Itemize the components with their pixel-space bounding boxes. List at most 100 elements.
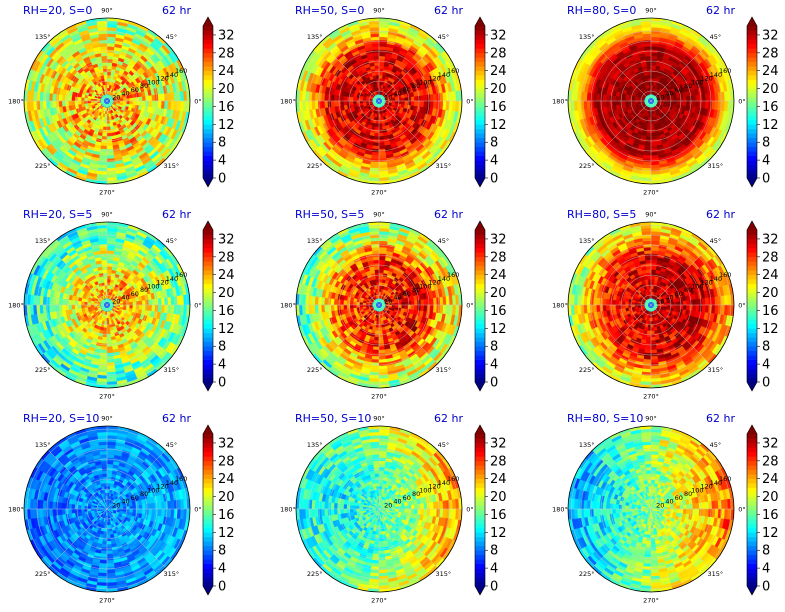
colorbar-segment <box>203 115 213 121</box>
field-cell <box>138 96 143 102</box>
field-cell <box>106 336 112 341</box>
radial-tick-label: 60 <box>675 86 683 94</box>
field-cell <box>122 100 127 104</box>
field-cell <box>628 97 633 102</box>
colorbar-extend-max <box>475 17 485 26</box>
field-cell <box>132 100 136 105</box>
colorbar-tick-label: 20 <box>490 82 507 97</box>
field-cell <box>676 97 680 102</box>
colorbar-segment <box>475 102 485 107</box>
colorbar-segment <box>747 164 757 170</box>
angular-gridline <box>48 42 108 102</box>
colorbar-tick-label: 8 <box>218 136 226 151</box>
colorbar-segment <box>203 142 213 148</box>
colorbar-extend-min <box>747 178 757 187</box>
angle-tick-label: 270° <box>99 189 115 197</box>
field-cell <box>102 65 108 70</box>
field-cell <box>106 132 112 137</box>
field-cell <box>106 78 111 83</box>
field-cell <box>647 122 652 127</box>
colorbar-segment <box>747 173 757 179</box>
field-cell <box>400 100 405 105</box>
colorbar-segment <box>203 164 213 170</box>
colorbar-segment <box>203 110 213 116</box>
angle-tick-label: 0° <box>738 98 745 106</box>
field-cell <box>650 132 656 137</box>
colorbar-segment <box>747 84 757 89</box>
colorbar-tick-label: 24 <box>490 64 507 79</box>
colorbar-segment <box>475 146 485 152</box>
field-cell <box>666 100 671 104</box>
colorbar-segment <box>203 106 213 112</box>
panel-time-label: 62 hr <box>434 4 463 17</box>
colorbar-segment <box>475 137 485 143</box>
field-cell <box>622 100 626 105</box>
colorbar-segment <box>203 151 213 156</box>
field-cell <box>78 100 82 105</box>
field-cell <box>378 75 383 80</box>
colorbar-segment <box>475 119 485 125</box>
polar-field <box>24 18 190 184</box>
colorbar-tick-label: 28 <box>490 46 507 61</box>
colorbar-segment <box>475 43 485 49</box>
colorbar-tick-label: 12 <box>490 118 507 133</box>
angle-tick-label: 225° <box>579 162 595 170</box>
field-cell <box>650 84 654 89</box>
radial-tick-label: 20 <box>112 93 120 101</box>
field-cell <box>378 81 382 86</box>
field-cell <box>138 100 143 106</box>
radial-tick-label: 40 <box>393 90 401 98</box>
polar-frame <box>23 17 191 185</box>
colorbar-segment <box>203 75 213 80</box>
colorbar-segment <box>747 39 757 45</box>
angle-tick-label: 135° <box>307 33 323 41</box>
field-cell <box>650 75 655 80</box>
colorbar-extend-min <box>203 178 213 187</box>
colorbar-segment <box>203 119 213 125</box>
field-cell <box>676 100 680 105</box>
angle-tick-label: 315° <box>164 162 180 170</box>
colorbar-segment <box>475 57 485 63</box>
colorbar-segment <box>475 151 485 156</box>
colorbar-segment <box>203 34 213 40</box>
field-cell <box>125 100 130 105</box>
field-cell <box>138 300 143 306</box>
field-cell <box>102 269 108 274</box>
field-cell <box>685 100 690 107</box>
field-cell <box>378 78 383 83</box>
field-cell <box>650 78 655 83</box>
angle-tick-label: 90° <box>645 7 657 15</box>
colorbar-segment <box>747 70 757 76</box>
field-cell <box>343 100 348 106</box>
field-cell <box>141 304 146 311</box>
field-cell <box>68 304 73 311</box>
field-cell <box>106 84 110 89</box>
colorbar-segment <box>475 124 485 130</box>
colorbar-segment <box>747 133 757 139</box>
panel: 90°45°0°315°270°225°180°135°20 40 60 801001… <box>8 4 234 197</box>
colorbar-tick-label: 16 <box>762 100 779 115</box>
colorbar-segment <box>747 52 757 58</box>
panel: 90°45°0°315°270°225°180°135°20 40 60 801001… <box>552 4 778 197</box>
field-cell <box>378 135 385 140</box>
field-cell <box>373 135 380 140</box>
field-cell <box>78 304 82 309</box>
colorbar-segment <box>747 115 757 121</box>
colorbar-tick-label: 24 <box>218 64 235 79</box>
field-cell <box>376 113 380 118</box>
colorbar-segment <box>203 66 213 72</box>
colorbar-segment <box>475 115 485 121</box>
colorbar-segment <box>475 97 485 103</box>
colorbar-tick-label: 0 <box>218 172 226 187</box>
colorbar-segment <box>203 61 213 67</box>
radial-tick-label: 60 <box>131 86 139 94</box>
field-cell <box>647 72 652 76</box>
radial-tick-label: 20 <box>384 93 392 101</box>
field-cell <box>106 330 111 334</box>
field-cell <box>141 95 146 102</box>
angle-tick-label: 0° <box>466 98 473 106</box>
field-cell <box>78 97 82 102</box>
colorbar-tick-label: 16 <box>490 100 507 115</box>
field-cell <box>625 97 630 102</box>
